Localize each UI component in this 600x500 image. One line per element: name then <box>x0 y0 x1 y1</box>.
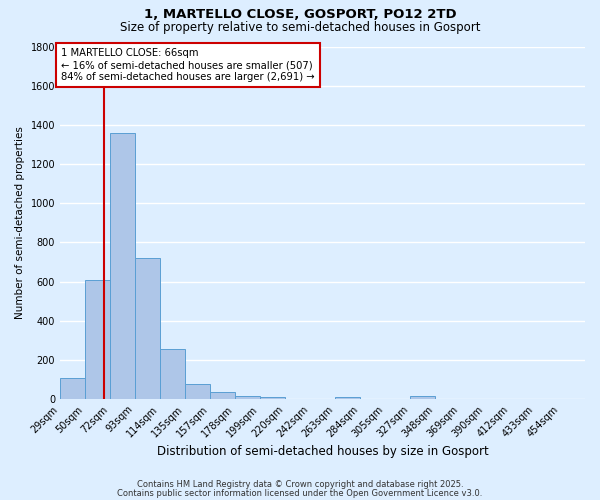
Bar <box>85 280 110 399</box>
Bar <box>410 396 435 399</box>
Bar <box>260 397 285 399</box>
Bar <box>235 396 260 399</box>
Bar <box>210 392 235 399</box>
Bar <box>135 258 160 399</box>
Text: Size of property relative to semi-detached houses in Gosport: Size of property relative to semi-detach… <box>120 21 480 34</box>
Text: 1, MARTELLO CLOSE, GOSPORT, PO12 2TD: 1, MARTELLO CLOSE, GOSPORT, PO12 2TD <box>143 8 457 20</box>
Text: Contains HM Land Registry data © Crown copyright and database right 2025.: Contains HM Land Registry data © Crown c… <box>137 480 463 489</box>
Y-axis label: Number of semi-detached properties: Number of semi-detached properties <box>15 126 25 320</box>
X-axis label: Distribution of semi-detached houses by size in Gosport: Distribution of semi-detached houses by … <box>157 444 488 458</box>
Bar <box>110 132 135 399</box>
Bar <box>185 384 210 399</box>
Bar <box>60 378 85 399</box>
Text: 1 MARTELLO CLOSE: 66sqm
← 16% of semi-detached houses are smaller (507)
84% of s: 1 MARTELLO CLOSE: 66sqm ← 16% of semi-de… <box>61 48 315 82</box>
Text: Contains public sector information licensed under the Open Government Licence v3: Contains public sector information licen… <box>118 488 482 498</box>
Bar <box>335 397 360 399</box>
Bar <box>160 349 185 399</box>
